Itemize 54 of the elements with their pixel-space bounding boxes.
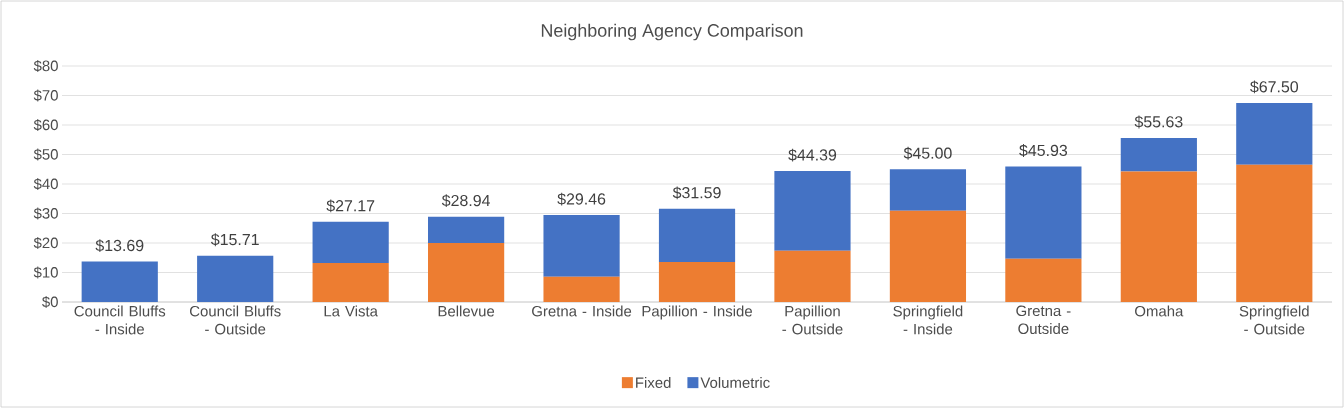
x-tick-label: Omaha [1135,305,1184,317]
bar [1236,164,1313,302]
y-tick-label: $70 [33,89,58,102]
total-label: $55.63 [1134,115,1183,129]
bar [658,208,736,262]
x-tick-label: Springfield - Outside [1239,305,1309,335]
y-tick-label: $50 [33,148,58,161]
total-label: $67.50 [1250,80,1299,94]
total-label: $13.69 [95,239,144,253]
legend-label: Volumetric [700,376,770,388]
bar [543,276,620,302]
bar [1120,137,1197,172]
x-tick-label: Council Bluffs - Inside [74,305,166,335]
total-label: $31.59 [672,186,721,200]
total-label: $15.71 [210,233,259,247]
total-label: $28.94 [441,194,490,208]
bar [889,169,967,211]
total-label: $27.17 [326,199,375,213]
y-tick-label: $20 [33,236,58,250]
legend-label: Fixed [636,376,671,388]
x-tick-label: Papillion - Inside [642,305,752,320]
total-label: $29.46 [557,192,606,206]
total-label: $45.93 [1019,144,1068,157]
bar [774,171,851,251]
bar [312,221,389,264]
bar [428,243,505,302]
bar [312,263,389,302]
bar [197,255,274,302]
bar [1005,258,1082,302]
total-label: $44.39 [788,148,837,162]
bar [774,250,851,302]
bar [1236,102,1313,165]
y-tick-label: $0 [42,295,58,309]
bar [658,261,736,302]
y-tick-label: $40 [33,177,58,191]
total-label: $45.00 [903,146,952,160]
x-tick-label: Gretna - Outside [1016,305,1071,335]
bar [543,215,620,277]
x-tick-label: La Vista [324,305,378,317]
y-tick-label: $30 [33,207,58,220]
bar [1120,171,1197,302]
x-tick-label: Papillion - Outside [782,305,843,335]
bar [428,216,505,243]
y-tick-label: $60 [33,118,58,132]
x-tick-label: Bellevue [438,305,495,317]
bar [1005,166,1082,259]
x-tick-label: Springfield - Inside [893,305,963,335]
x-tick-label: Council Bluffs - Outside [190,305,281,335]
chart-title: Neighboring Agency Comparison [541,23,803,41]
y-tick-label: $80 [33,59,58,73]
x-tick-label: Gretna - Inside [532,305,632,317]
bar [889,210,967,302]
y-tick-label: $10 [33,266,58,279]
bar [81,261,158,302]
